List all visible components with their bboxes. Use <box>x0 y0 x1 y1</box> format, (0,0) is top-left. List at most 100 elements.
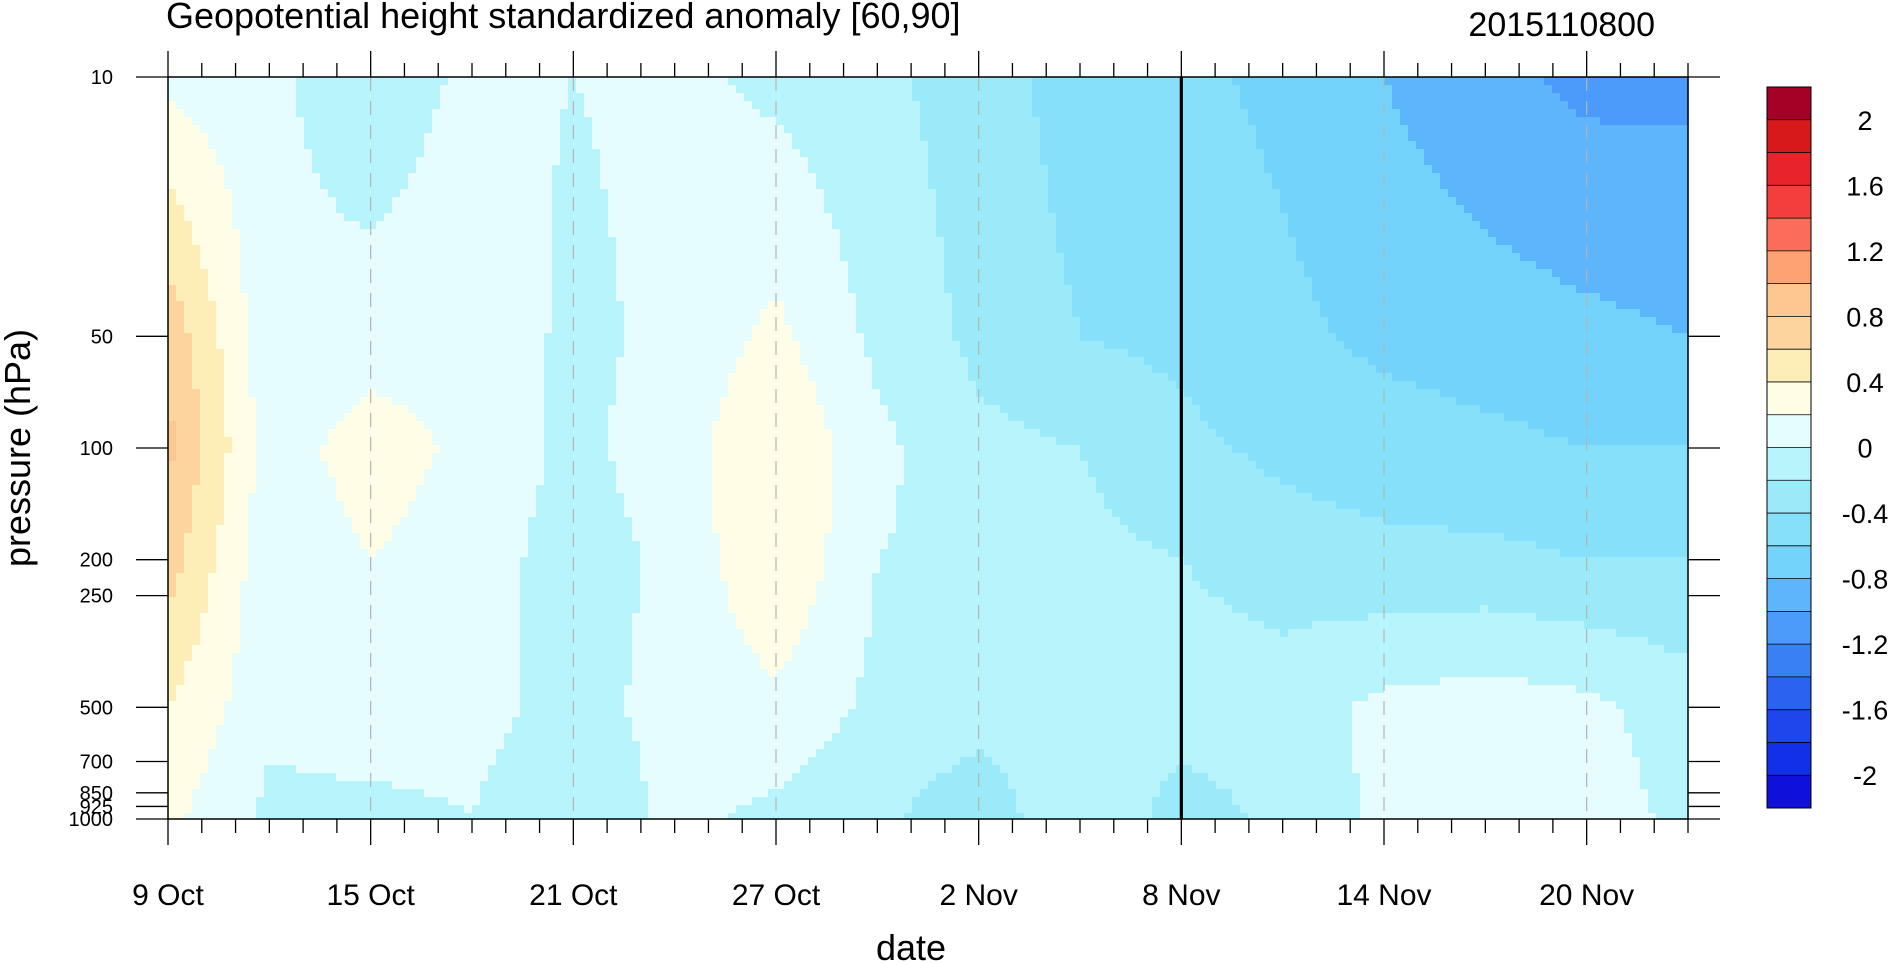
anomaly-cell <box>384 581 393 590</box>
anomaly-cell <box>192 805 201 814</box>
anomaly-cell <box>520 685 529 694</box>
anomaly-cell <box>472 237 481 246</box>
anomaly-cell <box>240 389 249 398</box>
anomaly-cell <box>464 133 473 142</box>
anomaly-cell <box>424 109 433 118</box>
anomaly-cell <box>536 493 545 502</box>
anomaly-cell <box>376 733 385 742</box>
anomaly-cell <box>544 805 553 814</box>
anomaly-cell <box>168 333 177 342</box>
anomaly-cell <box>320 77 329 86</box>
anomaly-cell <box>272 533 281 542</box>
anomaly-cell <box>456 341 465 350</box>
anomaly-cell <box>480 533 489 542</box>
anomaly-cell <box>576 733 585 742</box>
anomaly-cell <box>376 757 385 766</box>
anomaly-cell <box>248 149 257 158</box>
anomaly-cell <box>440 653 449 662</box>
anomaly-cell <box>344 469 353 478</box>
anomaly-cell <box>448 117 457 126</box>
anomaly-cell <box>392 717 401 726</box>
anomaly-cell <box>376 125 385 134</box>
anomaly-cell <box>344 357 353 366</box>
anomaly-cell <box>272 717 281 726</box>
anomaly-cell <box>488 189 497 198</box>
anomaly-cell <box>200 549 209 558</box>
anomaly-cell <box>408 461 417 470</box>
anomaly-cell <box>416 397 425 406</box>
anomaly-cell <box>576 93 585 102</box>
anomaly-cell <box>416 741 425 750</box>
anomaly-cell <box>560 101 569 110</box>
anomaly-cell <box>400 493 409 502</box>
anomaly-cell <box>224 149 233 158</box>
anomaly-cell <box>360 637 369 646</box>
anomaly-cell <box>480 381 489 390</box>
anomaly-cell <box>200 141 209 150</box>
anomaly-cell <box>376 189 385 198</box>
anomaly-cell <box>248 373 257 382</box>
anomaly-cell <box>496 501 505 510</box>
anomaly-cell <box>536 325 545 334</box>
anomaly-cell <box>512 621 521 630</box>
anomaly-cell <box>496 741 505 750</box>
anomaly-cell <box>360 237 369 246</box>
anomaly-cell <box>320 309 329 318</box>
anomaly-cell <box>480 541 489 550</box>
anomaly-cell <box>488 245 497 254</box>
anomaly-cell <box>280 509 289 518</box>
anomaly-cell <box>192 653 201 662</box>
anomaly-cell <box>232 677 241 686</box>
anomaly-cell <box>400 677 409 686</box>
anomaly-cell <box>560 605 569 614</box>
anomaly-cell <box>512 549 521 558</box>
anomaly-cell <box>464 437 473 446</box>
anomaly-cell <box>544 653 553 662</box>
anomaly-cell <box>560 141 569 150</box>
anomaly-cell <box>424 93 433 102</box>
anomaly-cell <box>288 533 297 542</box>
anomaly-cell <box>392 517 401 526</box>
anomaly-cell <box>192 493 201 502</box>
anomaly-cell <box>360 341 369 350</box>
anomaly-cell <box>296 469 305 478</box>
anomaly-cell <box>456 173 465 182</box>
anomaly-cell <box>576 781 585 790</box>
anomaly-cell <box>544 261 553 270</box>
anomaly-cell <box>584 365 593 374</box>
anomaly-cell <box>568 325 577 334</box>
anomaly-cell <box>432 557 441 566</box>
anomaly-cell <box>536 109 545 118</box>
anomaly-cell <box>424 645 433 654</box>
anomaly-cell <box>264 637 273 646</box>
anomaly-cell <box>424 173 433 182</box>
anomaly-cell <box>424 789 433 798</box>
anomaly-cell <box>440 189 449 198</box>
anomaly-cell <box>320 461 329 470</box>
anomaly-cell <box>248 77 257 86</box>
anomaly-cell <box>480 445 489 454</box>
anomaly-cell <box>464 781 473 790</box>
anomaly-cell <box>504 285 513 294</box>
anomaly-cell <box>448 165 457 174</box>
anomaly-cell <box>576 301 585 310</box>
anomaly-cell <box>184 733 193 742</box>
anomaly-cell <box>184 693 193 702</box>
anomaly-cell <box>480 789 489 798</box>
anomaly-cell <box>168 733 177 742</box>
anomaly-cell <box>304 669 313 678</box>
anomaly-cell <box>408 405 417 414</box>
anomaly-cell <box>416 613 425 622</box>
anomaly-cell <box>440 349 449 358</box>
anomaly-cell <box>464 613 473 622</box>
anomaly-cell <box>528 205 537 214</box>
anomaly-cell <box>528 109 537 118</box>
anomaly-cell <box>512 165 521 174</box>
anomaly-cell <box>200 445 209 454</box>
anomaly-cell <box>280 661 289 670</box>
anomaly-cell <box>568 213 577 222</box>
anomaly-cell <box>488 493 497 502</box>
anomaly-cell <box>264 213 273 222</box>
anomaly-cell <box>296 757 305 766</box>
